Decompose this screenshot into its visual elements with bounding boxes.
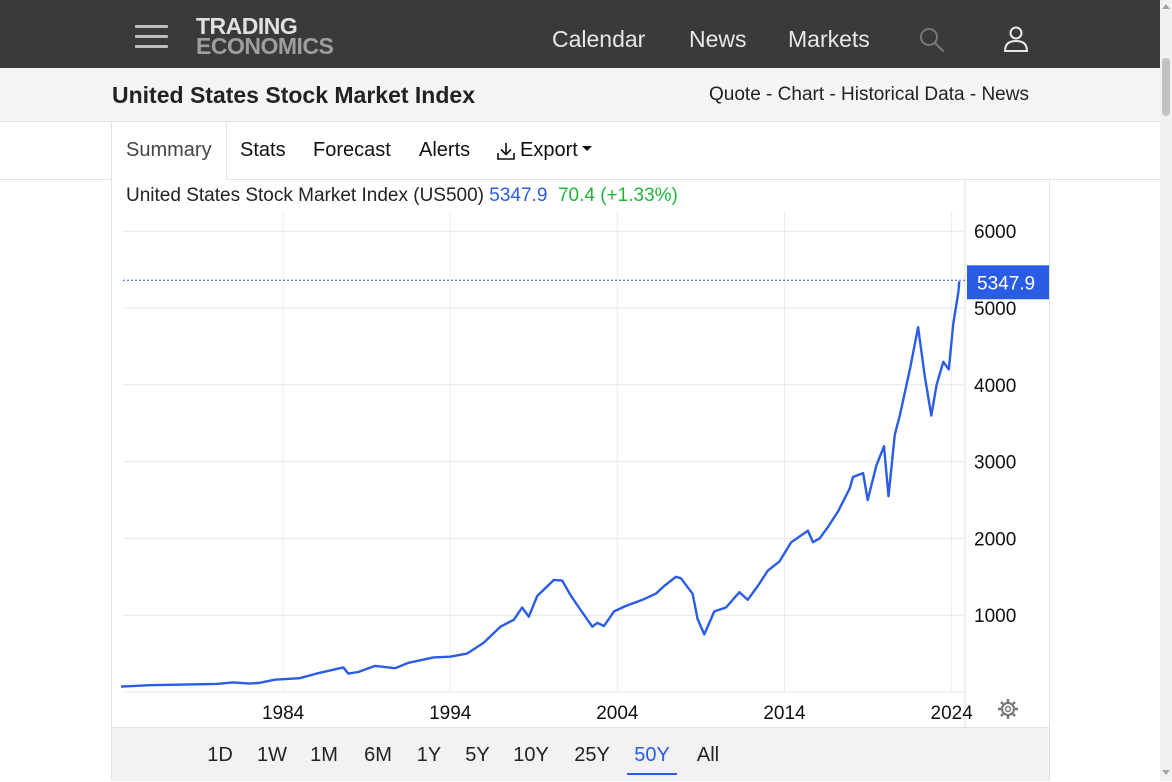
chevron-down-icon [581,146,592,152]
user-account-icon[interactable] [1002,25,1030,53]
hamburger-menu-icon[interactable] [135,24,168,49]
range-button-1y[interactable]: 1Y [416,744,442,766]
last-price-marker [967,265,1049,300]
range-button-5y[interactable]: 5Y [465,744,490,766]
last-price: 5347.9 [489,185,548,206]
tab-summary[interactable]: Summary [111,122,227,180]
range-button-1d[interactable]: 1D [207,744,233,766]
download-icon [497,142,515,160]
instrument-name: United States Stock Market Index (US500) [126,185,484,206]
nav-markets-link[interactable]: Markets [788,26,870,52]
range-button-10y[interactable]: 10Y [513,744,549,766]
quick-link-news[interactable]: News [981,84,1029,105]
link-separator: - [824,84,842,105]
x-tick-label: 1994 [429,703,472,724]
range-button-50y[interactable]: 50Y [627,728,677,775]
quick-link-chart[interactable]: Chart [777,84,825,105]
logo[interactable]: TRADING ECONOMICS [196,13,334,59]
price-change: 70.4 (+1.33%) [557,185,678,206]
scrollbar-thumb[interactable] [1162,58,1170,116]
y-tick-label: 4000 [974,376,1016,397]
title-bar: United States Stock Market Index Quote -… [0,68,1160,122]
x-tick-label: 2024 [931,703,974,724]
export-dropdown-button[interactable]: Export [496,122,592,179]
price-series-line [120,281,961,688]
y-tick-label: 6000 [974,222,1016,243]
range-button-all[interactable]: All [696,744,720,766]
y-axis-ticks: 1000 2000 3000 4000 5000 6000 [974,222,1016,627]
x-axis-ticks: 1984 1994 2004 2014 2024 [262,703,973,724]
chart-header: United States Stock Market Index (US500)… [126,185,678,207]
range-button-1m[interactable]: 1M [310,744,338,766]
quick-link-historical-data[interactable]: Historical Data [841,84,965,105]
logo-line-1: TRADING [196,13,298,39]
y-tick-label: 3000 [974,453,1016,474]
nav-news-link[interactable]: News [689,26,747,52]
y-tick-label: 2000 [974,529,1016,550]
logo-line-2: ECONOMICS [196,33,334,59]
y-tick-label: 1000 [974,606,1016,627]
range-selector: 1D 1W 1M 6M 1Y 5Y 10Y 25Y 50Y All [112,727,1049,781]
x-tick-label: 2014 [763,703,806,724]
chart-settings-icon [998,699,1018,719]
range-button-25y[interactable]: 25Y [574,744,610,766]
chart-grid [123,180,966,727]
page-title: United States Stock Market Index [112,82,475,108]
page-scrollbar[interactable] [1160,0,1172,781]
export-label: Export [520,139,578,161]
x-tick-label: 2004 [596,703,639,724]
range-button-6m[interactable]: 6M [364,744,392,766]
tabs-row: Summary Stats Forecast Alerts Export [0,122,1160,180]
link-separator: - [760,84,778,105]
top-navbar: TRADING ECONOMICS Calendar News Markets [0,0,1160,68]
nav-calendar-link[interactable]: Calendar [552,26,646,52]
range-button-1w[interactable]: 1W [257,744,287,766]
tab-alerts[interactable]: Alerts [419,139,471,161]
tab-forecast[interactable]: Forecast [313,139,391,161]
scroll-down-arrow-icon[interactable] [1162,770,1170,775]
scroll-up-arrow-icon[interactable] [1162,4,1170,9]
search-icon[interactable] [918,26,946,54]
link-separator: - [964,84,982,105]
x-tick-label: 1984 [262,703,305,724]
quick-link-quote[interactable]: Quote [709,84,761,105]
last-price-marker-label: 5347.9 [977,273,1035,294]
y-tick-label: 5000 [974,299,1016,320]
quick-links: Quote - Chart - Historical Data - News [709,84,1029,106]
tab-stats[interactable]: Stats [240,139,286,161]
